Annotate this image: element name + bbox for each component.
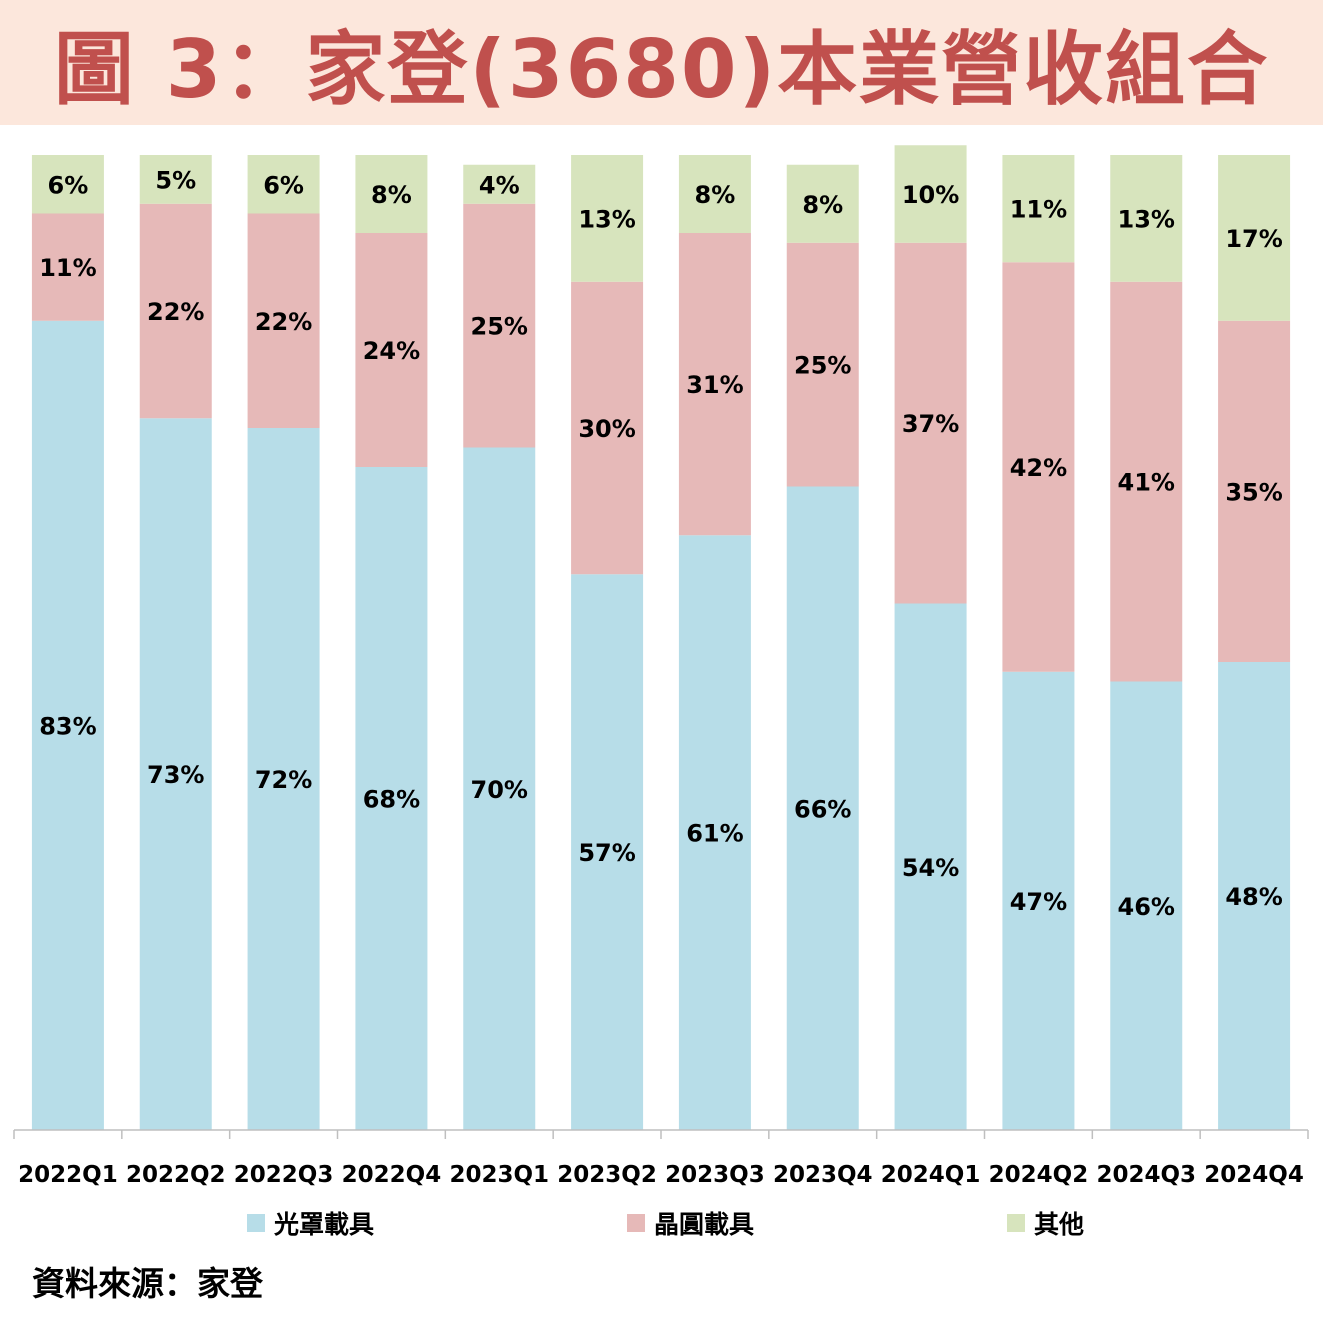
data-label-2023Q1-0: 70% [471, 776, 528, 804]
bar-segment-2024Q2-2 [1002, 155, 1075, 263]
legend-swatch-2 [1007, 1214, 1025, 1232]
data-label-2023Q4-1: 25% [794, 352, 851, 380]
x-tick-label-2024Q4: 2024Q4 [1204, 1162, 1304, 1188]
bar-segment-2023Q1-2 [463, 164, 536, 204]
bar-segment-2022Q1-2 [31, 155, 104, 214]
bar-segment-2024Q3-1 [1110, 281, 1183, 682]
data-label-2023Q1-2: 4% [479, 171, 520, 199]
bar-segment-2024Q1-1 [894, 242, 967, 604]
bar-segment-2023Q2-0 [571, 574, 644, 1130]
bar-segment-2024Q4-2 [1218, 155, 1291, 321]
x-tick-label-2024Q2: 2024Q2 [989, 1162, 1089, 1188]
bar-segment-2024Q2-1 [1002, 262, 1075, 672]
bar-segment-2024Q1-0 [894, 603, 967, 1130]
bar-segment-2023Q4-1 [786, 242, 859, 487]
source-note: 資料來源：家登 [32, 1264, 263, 1303]
bar-segment-2023Q1-1 [463, 203, 536, 448]
bar-segment-2023Q3-2 [678, 155, 751, 233]
bar-segment-2022Q2-1 [139, 203, 212, 419]
legend-label-1: 晶圓載具 [654, 1210, 755, 1239]
x-tick-label-2023Q4: 2023Q4 [773, 1162, 873, 1188]
data-label-2024Q4-2: 17% [1225, 225, 1282, 253]
data-label-2024Q4-0: 48% [1225, 883, 1282, 911]
data-label-2024Q3-0: 46% [1118, 893, 1175, 921]
data-label-2022Q2-2: 5% [155, 166, 196, 194]
data-label-2024Q2-0: 47% [1010, 888, 1067, 916]
x-tick-label-2024Q1: 2024Q1 [881, 1162, 981, 1188]
data-label-2024Q2-2: 11% [1010, 196, 1067, 224]
chart-title: 圖 3：家登(3680)本業營收組合 [53, 22, 1270, 116]
data-label-2022Q3-0: 72% [255, 766, 312, 794]
legend: 光罩載具 晶圓載具 其他 [0, 1205, 1323, 1239]
bar-segment-2023Q2-1 [571, 281, 644, 575]
x-tick-label-2022Q1: 2022Q1 [18, 1162, 118, 1188]
x-tick-label-2022Q3: 2022Q3 [234, 1162, 334, 1188]
title-banner: 圖 3：家登(3680)本業營收組合 [0, 0, 1323, 125]
bar-segment-2023Q4-0 [786, 486, 859, 1130]
data-label-2022Q2-0: 73% [147, 761, 204, 789]
bar-segment-2024Q2-0 [1002, 671, 1075, 1130]
data-label-2024Q1-1: 37% [902, 410, 959, 438]
data-label-2022Q2-1: 22% [147, 298, 204, 326]
bar-segment-2022Q1-1 [31, 213, 104, 321]
legend-item-1: 晶圓載具 [627, 1205, 754, 1241]
data-label-2023Q4-0: 66% [794, 795, 851, 823]
data-label-2022Q4-2: 8% [371, 181, 412, 209]
data-label-2022Q1-0: 83% [39, 712, 96, 740]
x-tick-label-2023Q3: 2023Q3 [665, 1162, 765, 1188]
bar-segment-2024Q3-2 [1110, 155, 1183, 282]
data-label-2023Q3-2: 8% [695, 181, 736, 209]
data-label-2024Q2-1: 42% [1010, 454, 1067, 482]
data-label-2023Q2-1: 30% [578, 415, 635, 443]
legend-label-2: 其他 [1034, 1210, 1085, 1239]
data-label-2024Q4-1: 35% [1225, 478, 1282, 506]
data-label-2023Q1-1: 25% [471, 313, 528, 341]
data-label-2023Q3-0: 61% [686, 820, 743, 848]
bar-segment-2024Q1-2 [894, 145, 967, 243]
bar-segment-2022Q2-0 [139, 418, 212, 1130]
bar-segment-2022Q1-0 [31, 320, 104, 1130]
data-label-2024Q3-2: 13% [1118, 205, 1175, 233]
x-tick-label-2023Q1: 2023Q1 [449, 1162, 549, 1188]
bar-segment-2024Q4-0 [1218, 662, 1291, 1130]
x-tick-label-2022Q4: 2022Q4 [342, 1162, 442, 1188]
data-label-2023Q4-2: 8% [802, 191, 843, 219]
legend-swatch-1 [627, 1214, 645, 1232]
legend-swatch-0 [247, 1214, 265, 1232]
bar-segment-2023Q3-1 [678, 233, 751, 536]
bar-segment-2022Q3-0 [247, 428, 320, 1130]
bar-segment-2022Q4-2 [355, 155, 428, 233]
bar-segment-2023Q3-0 [678, 535, 751, 1130]
data-label-2022Q4-1: 24% [363, 337, 420, 365]
data-label-2023Q2-2: 13% [578, 205, 635, 233]
bar-segment-2023Q4-2 [786, 164, 859, 243]
legend-item-2: 其他 [1007, 1205, 1084, 1241]
bar-segment-2022Q3-2 [247, 155, 320, 214]
stacked-bar-chart: 83% 11% 6% 2022Q1 73% 22% 5% 2022Q2 72% 22% 6% 2022… [13, 145, 1309, 1188]
x-tick-label-2022Q2: 2022Q2 [126, 1162, 226, 1188]
bar-segment-2024Q3-0 [1110, 681, 1183, 1130]
data-label-2023Q2-0: 57% [578, 839, 635, 867]
data-label-2023Q3-1: 31% [686, 371, 743, 399]
data-label-2024Q1-2: 10% [902, 181, 959, 209]
data-label-2022Q1-1: 11% [39, 254, 96, 282]
data-label-2022Q4-0: 68% [363, 786, 420, 814]
data-label-2022Q1-2: 6% [48, 171, 89, 199]
bar-segment-2022Q2-2 [139, 155, 212, 204]
x-tick-label-2024Q3: 2024Q3 [1096, 1162, 1196, 1188]
data-label-2022Q3-2: 6% [263, 171, 304, 199]
bar-segment-2023Q1-0 [463, 447, 536, 1130]
x-tick-label-2023Q2: 2023Q2 [557, 1162, 657, 1188]
legend-label-0: 光罩載具 [274, 1210, 375, 1239]
data-label-2024Q3-1: 41% [1118, 469, 1175, 497]
bar-segment-2022Q3-1 [247, 213, 320, 428]
data-label-2022Q3-1: 22% [255, 308, 312, 336]
data-label-2024Q1-0: 54% [902, 854, 959, 882]
bar-segment-2022Q4-0 [355, 467, 428, 1130]
bar-segment-2023Q2-2 [571, 155, 644, 282]
bar-segment-2024Q4-1 [1218, 320, 1291, 662]
bar-segment-2022Q4-1 [355, 233, 428, 467]
legend-item-0: 光罩載具 [247, 1205, 374, 1241]
